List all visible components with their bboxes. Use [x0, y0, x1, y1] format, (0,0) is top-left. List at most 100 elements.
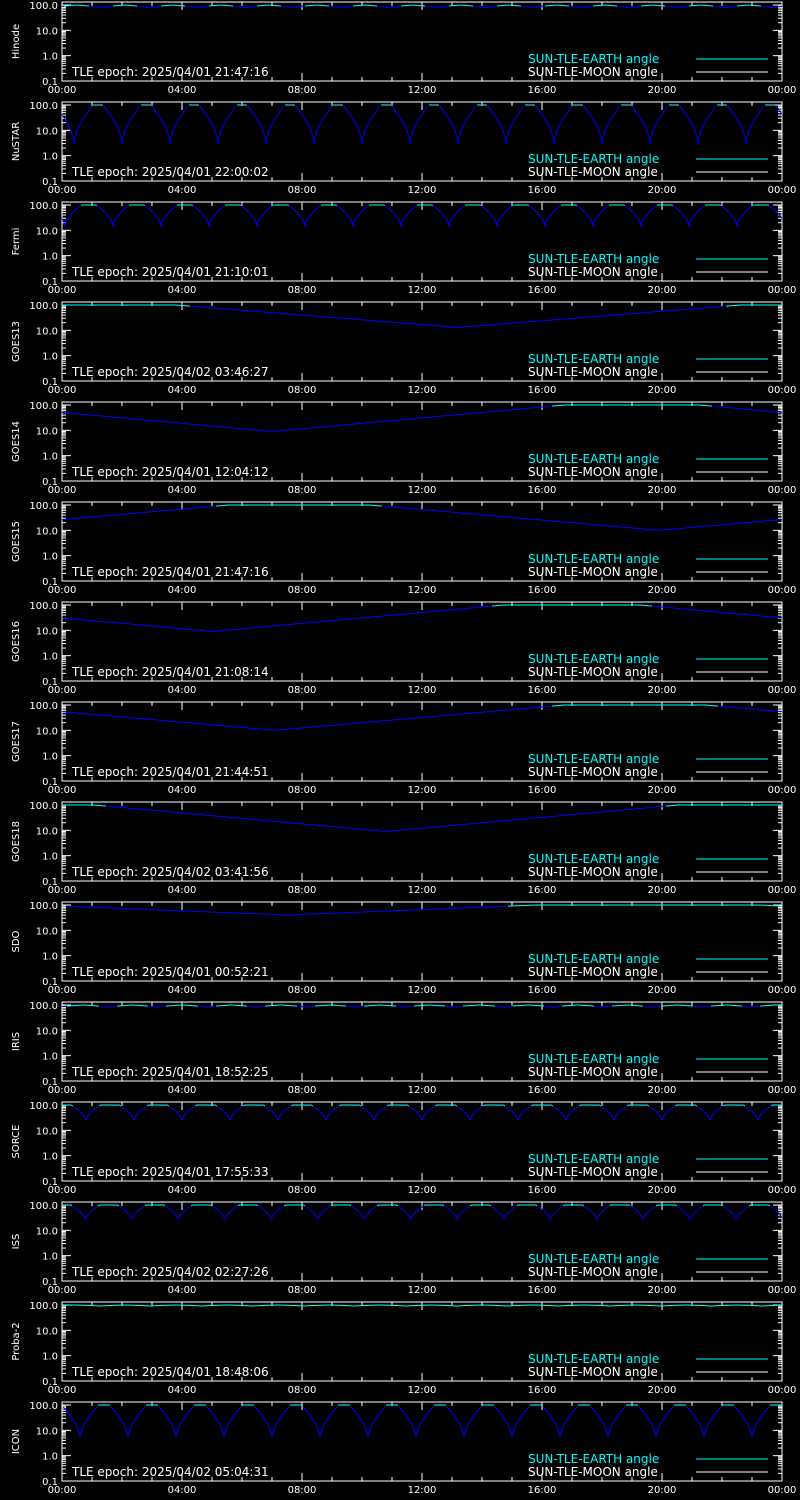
x-tick-label: 04:00 — [168, 385, 197, 396]
legend-earth-label: SUN-TLE-EARTH angle — [528, 952, 659, 966]
legend-moon-label: SUN-TLE-MOON angle — [528, 765, 658, 779]
x-tick-label: 16:00 — [528, 885, 557, 896]
y-tick-label: 10.0 — [36, 1026, 58, 1037]
legend-earth-label: SUN-TLE-EARTH angle — [528, 1252, 659, 1266]
x-tick-label: 08:00 — [288, 1485, 317, 1496]
y-tick-label: 10.0 — [36, 1326, 58, 1337]
x-tick-label: 00:00 — [768, 1485, 797, 1496]
x-tick-label: 04:00 — [168, 1485, 197, 1496]
sun-tle-earth-angle-line — [106, 805, 666, 832]
y-tick-label: 1.0 — [42, 152, 58, 163]
y-tick-label: 10.0 — [36, 226, 58, 237]
x-tick-label: 04:00 — [168, 485, 197, 496]
x-tick-label: 00:00 — [768, 585, 797, 596]
x-tick-label: 16:00 — [528, 185, 557, 196]
x-tick-label: 08:00 — [288, 85, 317, 96]
legend-moon-label: SUN-TLE-MOON angle — [528, 1365, 658, 1379]
y-tick-label: 100.0 — [29, 201, 58, 212]
legend-moon-label: SUN-TLE-MOON angle — [528, 465, 658, 479]
legend-earth-label: SUN-TLE-EARTH angle — [528, 152, 659, 166]
x-tick-label: 16:00 — [528, 685, 557, 696]
x-tick-label: 20:00 — [648, 1085, 677, 1096]
y-tick-label: 100.0 — [29, 501, 58, 512]
legend-earth-label: SUN-TLE-EARTH angle — [528, 252, 659, 266]
x-tick-label: 16:00 — [528, 485, 557, 496]
panel-nustar: NuSTAR 0.1 1.0 10.0 100.0 00:00 04:00 08:00 12:0… — [0, 100, 800, 200]
x-tick-label: 20:00 — [648, 385, 677, 396]
legend-earth-label: SUN-TLE-EARTH angle — [528, 1052, 659, 1066]
y-tick-label: 1.0 — [42, 1052, 58, 1063]
x-tick-label: 00:00 — [48, 285, 77, 296]
x-tick-label: 08:00 — [288, 185, 317, 196]
legend-moon-label: SUN-TLE-MOON angle — [528, 365, 658, 379]
x-tick-label: 04:00 — [168, 85, 197, 96]
chart-svg: ICON 0.1 1.0 10.0 100.0 00:00 04:00 08:00 12:00 1… — [11, 1401, 797, 1496]
y-tick-label: 0.1 — [42, 1177, 58, 1188]
y-tick-label: 1.0 — [42, 652, 58, 663]
tle-epoch-text: TLE epoch: 2025/04/01 22:00:02 — [71, 165, 269, 179]
legend-moon-label: SUN-TLE-MOON angle — [528, 265, 658, 279]
tle-epoch-text: TLE epoch: 2025/04/02 02:27:26 — [71, 1265, 269, 1279]
tle-epoch-text: TLE epoch: 2025/04/01 21:44:51 — [71, 765, 269, 779]
x-tick-label: 00:00 — [48, 1485, 77, 1496]
x-tick-label: 20:00 — [648, 985, 677, 996]
y-tick-label: 100.0 — [29, 301, 58, 312]
x-tick-label: 04:00 — [168, 1385, 197, 1396]
x-tick-label: 20:00 — [648, 585, 677, 596]
x-tick-label: 12:00 — [408, 385, 437, 396]
y-tick-label: 100.0 — [29, 901, 58, 912]
legend-earth-label: SUN-TLE-EARTH angle — [528, 452, 659, 466]
x-tick-label: 16:00 — [528, 1085, 557, 1096]
sun-tle-earth-angle-line — [491, 604, 653, 607]
sun-tle-earth-angle-line — [61, 205, 783, 228]
x-tick-label: 08:00 — [288, 485, 317, 496]
tle-epoch-text: TLE epoch: 2025/04/02 03:41:56 — [71, 865, 269, 879]
sun-tle-earth-angle-line — [215, 504, 383, 507]
y-tick-label: 100.0 — [29, 401, 58, 412]
y-tick-label: 100.0 — [29, 1, 58, 12]
legend-earth-label: SUN-TLE-EARTH angle — [528, 1152, 659, 1166]
panel-iris: IRIS 0.1 1.0 10.0 100.0 00:00 04:00 08:00 12:00 1… — [0, 1000, 800, 1100]
legend-earth-label: SUN-TLE-EARTH angle — [528, 552, 659, 566]
y-tick-label: 100.0 — [29, 701, 58, 712]
tle-epoch-text: TLE epoch: 2025/04/01 21:10:01 — [71, 265, 269, 279]
panel-sdo: SDO 0.1 1.0 10.0 100.0 00:00 04:00 08:00 12:00 16… — [0, 900, 800, 1000]
x-tick-label: 00:00 — [768, 485, 797, 496]
sun-tle-earth-angle-line — [190, 305, 726, 328]
x-tick-label: 00:00 — [48, 485, 77, 496]
y-tick-label: 1.0 — [42, 552, 58, 563]
legend-moon-label: SUN-TLE-MOON angle — [528, 565, 658, 579]
sun-tle-earth-angle-line — [61, 605, 783, 632]
sun-tle-earth-angle-line — [62, 1104, 782, 1107]
y-axis-label: ISS — [11, 1234, 22, 1250]
x-tick-label: 12:00 — [408, 985, 437, 996]
y-tick-label: 100.0 — [29, 1201, 58, 1212]
x-tick-label: 08:00 — [288, 885, 317, 896]
y-tick-label: 100.0 — [29, 1101, 58, 1112]
sun-tle-earth-angle-line — [72, 1205, 783, 1220]
x-tick-label: 04:00 — [168, 185, 197, 196]
x-tick-label: 20:00 — [648, 285, 677, 296]
tle-epoch-text: TLE epoch: 2025/04/02 03:46:27 — [71, 365, 269, 379]
x-tick-label: 12:00 — [408, 485, 437, 496]
chart-svg: IRIS 0.1 1.0 10.0 100.0 00:00 04:00 08:00 12:00 1… — [11, 1001, 796, 1096]
chart-svg: GOES14 0.1 1.0 10.0 100.0 00:00 04:00 08:00 12:0… — [11, 401, 797, 496]
y-tick-label: 10.0 — [36, 1426, 58, 1437]
x-tick-label: 04:00 — [168, 585, 197, 596]
y-tick-label: 10.0 — [36, 726, 58, 737]
legend-moon-label: SUN-TLE-MOON angle — [528, 65, 658, 79]
y-axis-label: GOES14 — [11, 421, 22, 462]
y-tick-label: 10.0 — [36, 826, 58, 837]
x-tick-label: 20:00 — [648, 485, 677, 496]
legend-moon-label: SUN-TLE-MOON angle — [528, 1265, 658, 1279]
y-tick-label: 0.1 — [42, 1277, 58, 1288]
y-tick-label: 1.0 — [42, 952, 58, 963]
panel-goes17: GOES17 0.1 1.0 10.0 100.0 00:00 04:00 08:00 12:0… — [0, 700, 800, 800]
sun-tle-earth-angle-line — [66, 1004, 783, 1007]
x-tick-label: 16:00 — [528, 85, 557, 96]
tle-epoch-text: TLE epoch: 2025/04/01 00:52:21 — [71, 965, 269, 979]
tle-epoch-text: TLE epoch: 2025/04/01 17:55:33 — [71, 1165, 269, 1179]
chart-svg: Fermi 0.1 1.0 10.0 100.0 00:00 04:00 08:00 12:00… — [11, 201, 796, 296]
x-tick-label: 08:00 — [288, 985, 317, 996]
x-tick-label: 12:00 — [408, 785, 437, 796]
